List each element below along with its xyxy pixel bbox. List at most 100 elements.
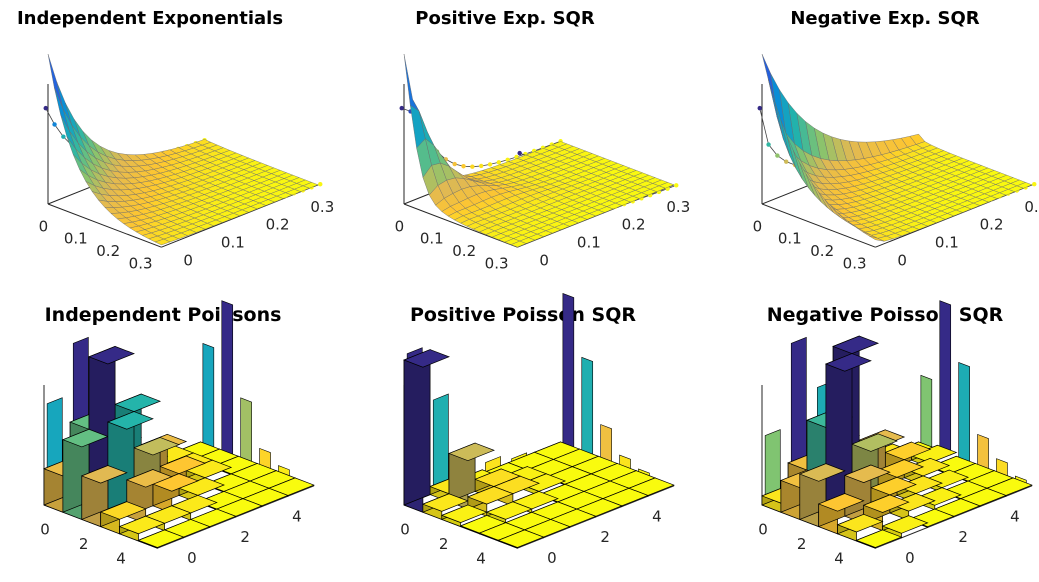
x-axis-front-line bbox=[47, 203, 162, 248]
y-tick-label: 0.2 bbox=[980, 216, 1004, 234]
y-tick-label: 2 bbox=[240, 528, 250, 546]
bar-top-face bbox=[896, 475, 943, 494]
bar bbox=[137, 529, 185, 549]
x-tick-label: 0 bbox=[753, 217, 763, 235]
bar bbox=[80, 464, 128, 528]
bar bbox=[497, 529, 545, 549]
chart-title: Negative Poisson SQR bbox=[767, 304, 1004, 326]
y-tick-label: 0 bbox=[539, 251, 549, 269]
x-marginal-point bbox=[766, 142, 771, 147]
bar-panel-3: Independent Poissons 0 2 4 0 2 4 bbox=[40, 300, 315, 567]
y-tick-label: 0 bbox=[187, 549, 197, 567]
x-tick-label: 0 bbox=[758, 520, 768, 538]
bar-top-face bbox=[125, 469, 173, 488]
marginal-bar bbox=[240, 397, 252, 463]
bar-top-face bbox=[903, 457, 951, 477]
chart-title: Positive Poisson SQR bbox=[410, 304, 636, 326]
marginal-bar bbox=[202, 343, 215, 449]
y-tick-label: 0.2 bbox=[622, 216, 646, 234]
y-tick-label: 0 bbox=[547, 549, 557, 567]
bar-panel-5: Negative Poisson SQR 0 2 4 0 2 4 bbox=[758, 300, 1033, 567]
bar bbox=[403, 349, 450, 513]
y-tick-label: 0.3 bbox=[1024, 198, 1039, 216]
bar-top-face bbox=[497, 529, 545, 548]
marginal-bar bbox=[920, 374, 933, 449]
bar-top-face bbox=[798, 463, 846, 482]
x-tick-label: 0 bbox=[400, 520, 410, 538]
x-tick-label: 0.1 bbox=[420, 230, 444, 248]
x-tick-label: 0.1 bbox=[778, 230, 802, 248]
bar bbox=[448, 442, 495, 510]
x-axis-front-line bbox=[403, 203, 518, 248]
surface-patch bbox=[868, 235, 885, 242]
bar-top-face bbox=[448, 442, 495, 462]
bar bbox=[836, 513, 884, 542]
bar bbox=[421, 493, 469, 520]
x-marginal-point bbox=[52, 122, 57, 127]
y-tick-label: 4 bbox=[292, 507, 302, 525]
x-marginal-point bbox=[487, 162, 493, 167]
x-marginal-point bbox=[399, 105, 404, 111]
y-tick-label: 0 bbox=[897, 251, 907, 269]
x-tick-label: 0.2 bbox=[96, 242, 120, 260]
x-marginal-point bbox=[775, 153, 780, 158]
x-tick-label: 4 bbox=[476, 549, 486, 567]
y-marginal-point bbox=[674, 183, 679, 188]
x-marginal-point bbox=[505, 157, 510, 162]
bar-top-face bbox=[118, 515, 166, 535]
x-tick-label: 4 bbox=[834, 549, 844, 567]
x-marginal-point bbox=[461, 164, 466, 169]
surface-patch bbox=[403, 53, 420, 112]
x-tick-label: 0.2 bbox=[452, 242, 476, 260]
chart-title: Negative Exp. SQR bbox=[790, 8, 979, 29]
y-tick-label: 2 bbox=[958, 528, 968, 546]
marginal-bar bbox=[939, 300, 952, 456]
y-marginal-point bbox=[318, 182, 323, 187]
chart-title: Positive Exp. SQR bbox=[415, 8, 595, 29]
marginal-bar bbox=[432, 393, 449, 494]
marginal-bar bbox=[958, 361, 970, 463]
bar-top-face bbox=[519, 473, 567, 492]
x-marginal-point bbox=[784, 159, 789, 164]
bar-top-face bbox=[403, 349, 450, 368]
y-tick-label: 0.3 bbox=[666, 198, 690, 216]
x-marginal-point bbox=[43, 105, 48, 111]
bar-top-face bbox=[843, 464, 891, 483]
bar-panel-4: Positive Poisson SQR 0 2 4 0 2 4 bbox=[400, 293, 675, 567]
bar-top-face bbox=[80, 465, 128, 484]
y-tick-label: 0 bbox=[905, 549, 915, 567]
y-tick-label: 0.1 bbox=[577, 233, 601, 251]
bar bbox=[99, 501, 147, 535]
x-tick-label: 0.2 bbox=[810, 242, 834, 260]
marginal-bar bbox=[600, 424, 612, 463]
bar-top-face bbox=[88, 346, 135, 365]
surface-patch bbox=[47, 53, 64, 109]
x-tick-label: 0 bbox=[40, 520, 50, 538]
bar-top-face bbox=[836, 513, 884, 533]
y-tick-label: 0.2 bbox=[266, 216, 290, 234]
x-tick-label: 4 bbox=[116, 549, 126, 567]
surface-panel-2: Negative Exp. SQR 0 0.1 0.2 0.3 0 0.1 0.2 0.3 bbox=[753, 8, 1039, 272]
y-tick-label: 0.1 bbox=[221, 233, 245, 251]
bar-top-face bbox=[855, 529, 903, 548]
bar-top-face bbox=[862, 494, 910, 513]
bar-top-face bbox=[159, 455, 207, 475]
bar-top-face bbox=[824, 353, 872, 372]
y-marginal-point bbox=[1032, 182, 1037, 187]
bar-top-face bbox=[881, 515, 929, 534]
bar-top-face bbox=[817, 493, 865, 512]
x-tick-label: 2 bbox=[439, 535, 449, 553]
bar-top-face bbox=[884, 441, 932, 461]
bar bbox=[855, 529, 903, 549]
bar-top-face bbox=[832, 335, 880, 354]
marginal-bar bbox=[562, 293, 575, 449]
x-tick-label: 0.1 bbox=[64, 230, 88, 248]
bar-top-face bbox=[851, 433, 898, 452]
bar bbox=[440, 504, 488, 528]
bar-side-face bbox=[403, 349, 431, 506]
bar-top-face bbox=[888, 493, 936, 512]
surface-panel-1: Positive Exp. SQR 0 0.1 0.2 0.3 0 0.1 0.2 0.3 bbox=[395, 8, 691, 272]
marginal-bar bbox=[221, 300, 234, 456]
x-marginal-point bbox=[61, 134, 66, 139]
